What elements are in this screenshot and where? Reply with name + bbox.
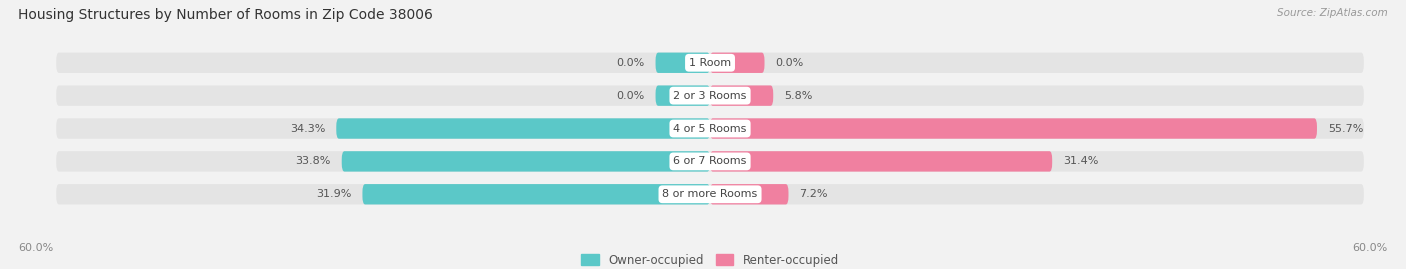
FancyBboxPatch shape (56, 86, 1364, 106)
Text: 60.0%: 60.0% (1353, 243, 1388, 253)
FancyBboxPatch shape (710, 86, 773, 106)
Text: 4 or 5 Rooms: 4 or 5 Rooms (673, 123, 747, 133)
Legend: Owner-occupied, Renter-occupied: Owner-occupied, Renter-occupied (576, 249, 844, 269)
FancyBboxPatch shape (56, 118, 1364, 139)
Text: 5.8%: 5.8% (785, 91, 813, 101)
Text: 33.8%: 33.8% (295, 156, 330, 167)
Text: 0.0%: 0.0% (616, 58, 644, 68)
Text: 7.2%: 7.2% (800, 189, 828, 199)
FancyBboxPatch shape (655, 52, 710, 73)
FancyBboxPatch shape (655, 86, 710, 106)
FancyBboxPatch shape (363, 184, 710, 204)
Text: 8 or more Rooms: 8 or more Rooms (662, 189, 758, 199)
FancyBboxPatch shape (710, 184, 789, 204)
Text: Housing Structures by Number of Rooms in Zip Code 38006: Housing Structures by Number of Rooms in… (18, 8, 433, 22)
FancyBboxPatch shape (710, 118, 1317, 139)
Text: Source: ZipAtlas.com: Source: ZipAtlas.com (1277, 8, 1388, 18)
Text: 55.7%: 55.7% (1327, 123, 1364, 133)
FancyBboxPatch shape (710, 52, 765, 73)
Text: 31.9%: 31.9% (316, 189, 352, 199)
Text: 6 or 7 Rooms: 6 or 7 Rooms (673, 156, 747, 167)
FancyBboxPatch shape (342, 151, 710, 172)
FancyBboxPatch shape (56, 184, 1364, 204)
Text: 31.4%: 31.4% (1063, 156, 1098, 167)
Text: 1 Room: 1 Room (689, 58, 731, 68)
Text: 34.3%: 34.3% (290, 123, 325, 133)
Text: 0.0%: 0.0% (776, 58, 804, 68)
FancyBboxPatch shape (56, 151, 1364, 172)
FancyBboxPatch shape (56, 52, 1364, 73)
Text: 2 or 3 Rooms: 2 or 3 Rooms (673, 91, 747, 101)
Text: 60.0%: 60.0% (18, 243, 53, 253)
FancyBboxPatch shape (710, 151, 1052, 172)
Text: 0.0%: 0.0% (616, 91, 644, 101)
FancyBboxPatch shape (336, 118, 710, 139)
